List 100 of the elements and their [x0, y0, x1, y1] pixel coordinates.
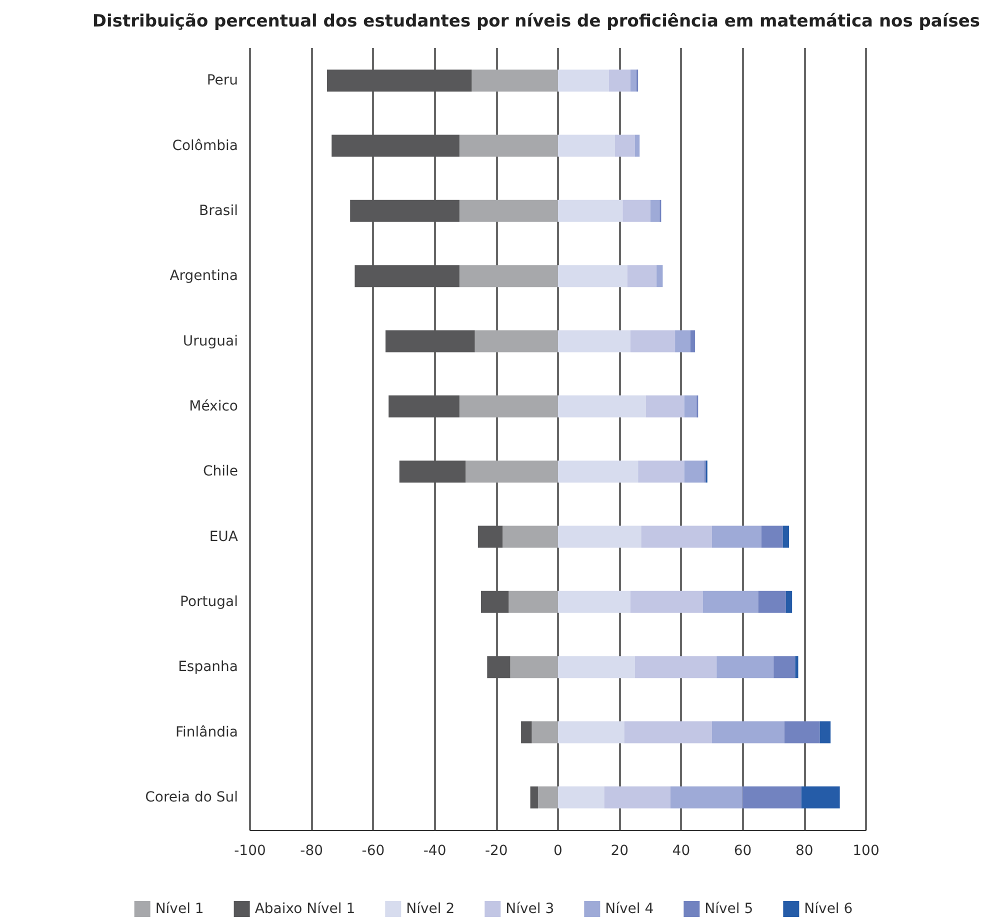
bar	[530, 786, 538, 808]
bar	[774, 656, 796, 678]
bar	[327, 70, 472, 92]
bar	[635, 656, 717, 678]
bar	[604, 786, 670, 808]
y-tick-label: Coreia do Sul	[145, 789, 238, 806]
bar	[558, 200, 623, 222]
bar	[472, 70, 558, 92]
bar	[558, 721, 624, 744]
bar	[716, 656, 774, 678]
bar	[388, 395, 460, 418]
bar	[478, 526, 503, 548]
y-tick-label: Uruguai	[182, 333, 238, 350]
y-tick-label: Portugal	[180, 594, 238, 610]
bar	[712, 721, 784, 744]
bar	[354, 265, 460, 288]
legend-label: Nível 3	[506, 901, 554, 917]
bar	[670, 786, 743, 808]
bar	[399, 460, 466, 483]
bar	[614, 134, 635, 157]
bar	[332, 134, 460, 157]
bar	[684, 460, 704, 483]
bar	[784, 721, 820, 744]
bar	[532, 721, 558, 744]
bar	[786, 590, 792, 613]
bar	[350, 200, 460, 222]
bar	[630, 590, 703, 613]
x-tick-label: 20	[610, 843, 629, 859]
bar	[758, 590, 786, 613]
bar	[646, 395, 684, 418]
bar	[558, 265, 628, 288]
bar	[521, 721, 532, 744]
bar	[690, 330, 696, 352]
y-tick-label: Peru	[206, 72, 238, 89]
bar	[558, 330, 630, 352]
bar	[558, 590, 630, 613]
bar	[795, 656, 798, 678]
bar	[712, 526, 762, 548]
bar	[487, 656, 510, 678]
bar	[675, 330, 690, 352]
bar	[801, 786, 840, 808]
x-tick-label: -60	[362, 843, 385, 859]
x-tick-label: -20	[484, 843, 508, 859]
legend-label: Abaixo Nível 1	[254, 901, 356, 917]
y-tick-label: Espanha	[178, 659, 238, 676]
y-tick-label: Finlândia	[176, 724, 238, 740]
bar	[558, 395, 646, 418]
bar	[622, 200, 650, 222]
x-tick-label: -100	[234, 843, 266, 859]
legend-label: Nível 5	[704, 901, 754, 917]
bar	[558, 70, 609, 92]
y-tick-label: Colômbia	[172, 138, 238, 154]
legend-label: Nível 4	[605, 901, 654, 917]
bar	[761, 526, 783, 548]
bar	[459, 200, 558, 222]
bar	[481, 590, 509, 613]
bar	[782, 526, 789, 548]
legend-label: Nível 1	[155, 901, 204, 917]
x-tick-label: -80	[300, 843, 324, 859]
bar	[742, 786, 802, 808]
bar	[459, 395, 558, 418]
bar	[474, 330, 558, 352]
bar	[558, 460, 638, 483]
bar	[386, 330, 475, 352]
bar	[627, 265, 657, 288]
bar	[635, 134, 640, 157]
bar	[650, 200, 660, 222]
bar	[641, 526, 712, 548]
x-tick-label: 60	[734, 843, 752, 859]
x-tick-label: -40	[423, 843, 446, 859]
bar	[820, 721, 831, 744]
legend-label: Nível 2	[406, 901, 455, 917]
bar	[558, 786, 604, 808]
x-tick-label: 100	[852, 843, 880, 859]
x-tick-label: 80	[795, 843, 814, 859]
x-tick-label: 40	[672, 843, 690, 859]
bar	[558, 526, 642, 548]
legend-label: Nível 6	[804, 901, 853, 917]
bar	[638, 460, 684, 483]
bar	[502, 526, 558, 548]
bar	[656, 265, 663, 288]
x-tick-label: 0	[554, 843, 562, 859]
bar	[630, 330, 676, 352]
bar	[558, 656, 635, 678]
bar	[508, 590, 558, 613]
bar	[459, 134, 558, 157]
chart-title: Distribuição percentual dos estudantes por níveis de proficiência em matemática nos países	[92, 12, 980, 32]
y-tick-label: Brasil	[198, 202, 238, 219]
y-tick-label: Argentina	[170, 268, 238, 284]
bar	[608, 70, 630, 92]
bar	[466, 460, 558, 483]
bar	[684, 395, 697, 418]
bar	[630, 70, 637, 92]
bar	[624, 721, 712, 744]
bar	[459, 265, 558, 288]
bar	[510, 656, 558, 678]
bar	[558, 134, 615, 157]
bar	[702, 590, 758, 613]
bar	[538, 786, 558, 808]
y-tick-label: Chile	[202, 464, 238, 480]
